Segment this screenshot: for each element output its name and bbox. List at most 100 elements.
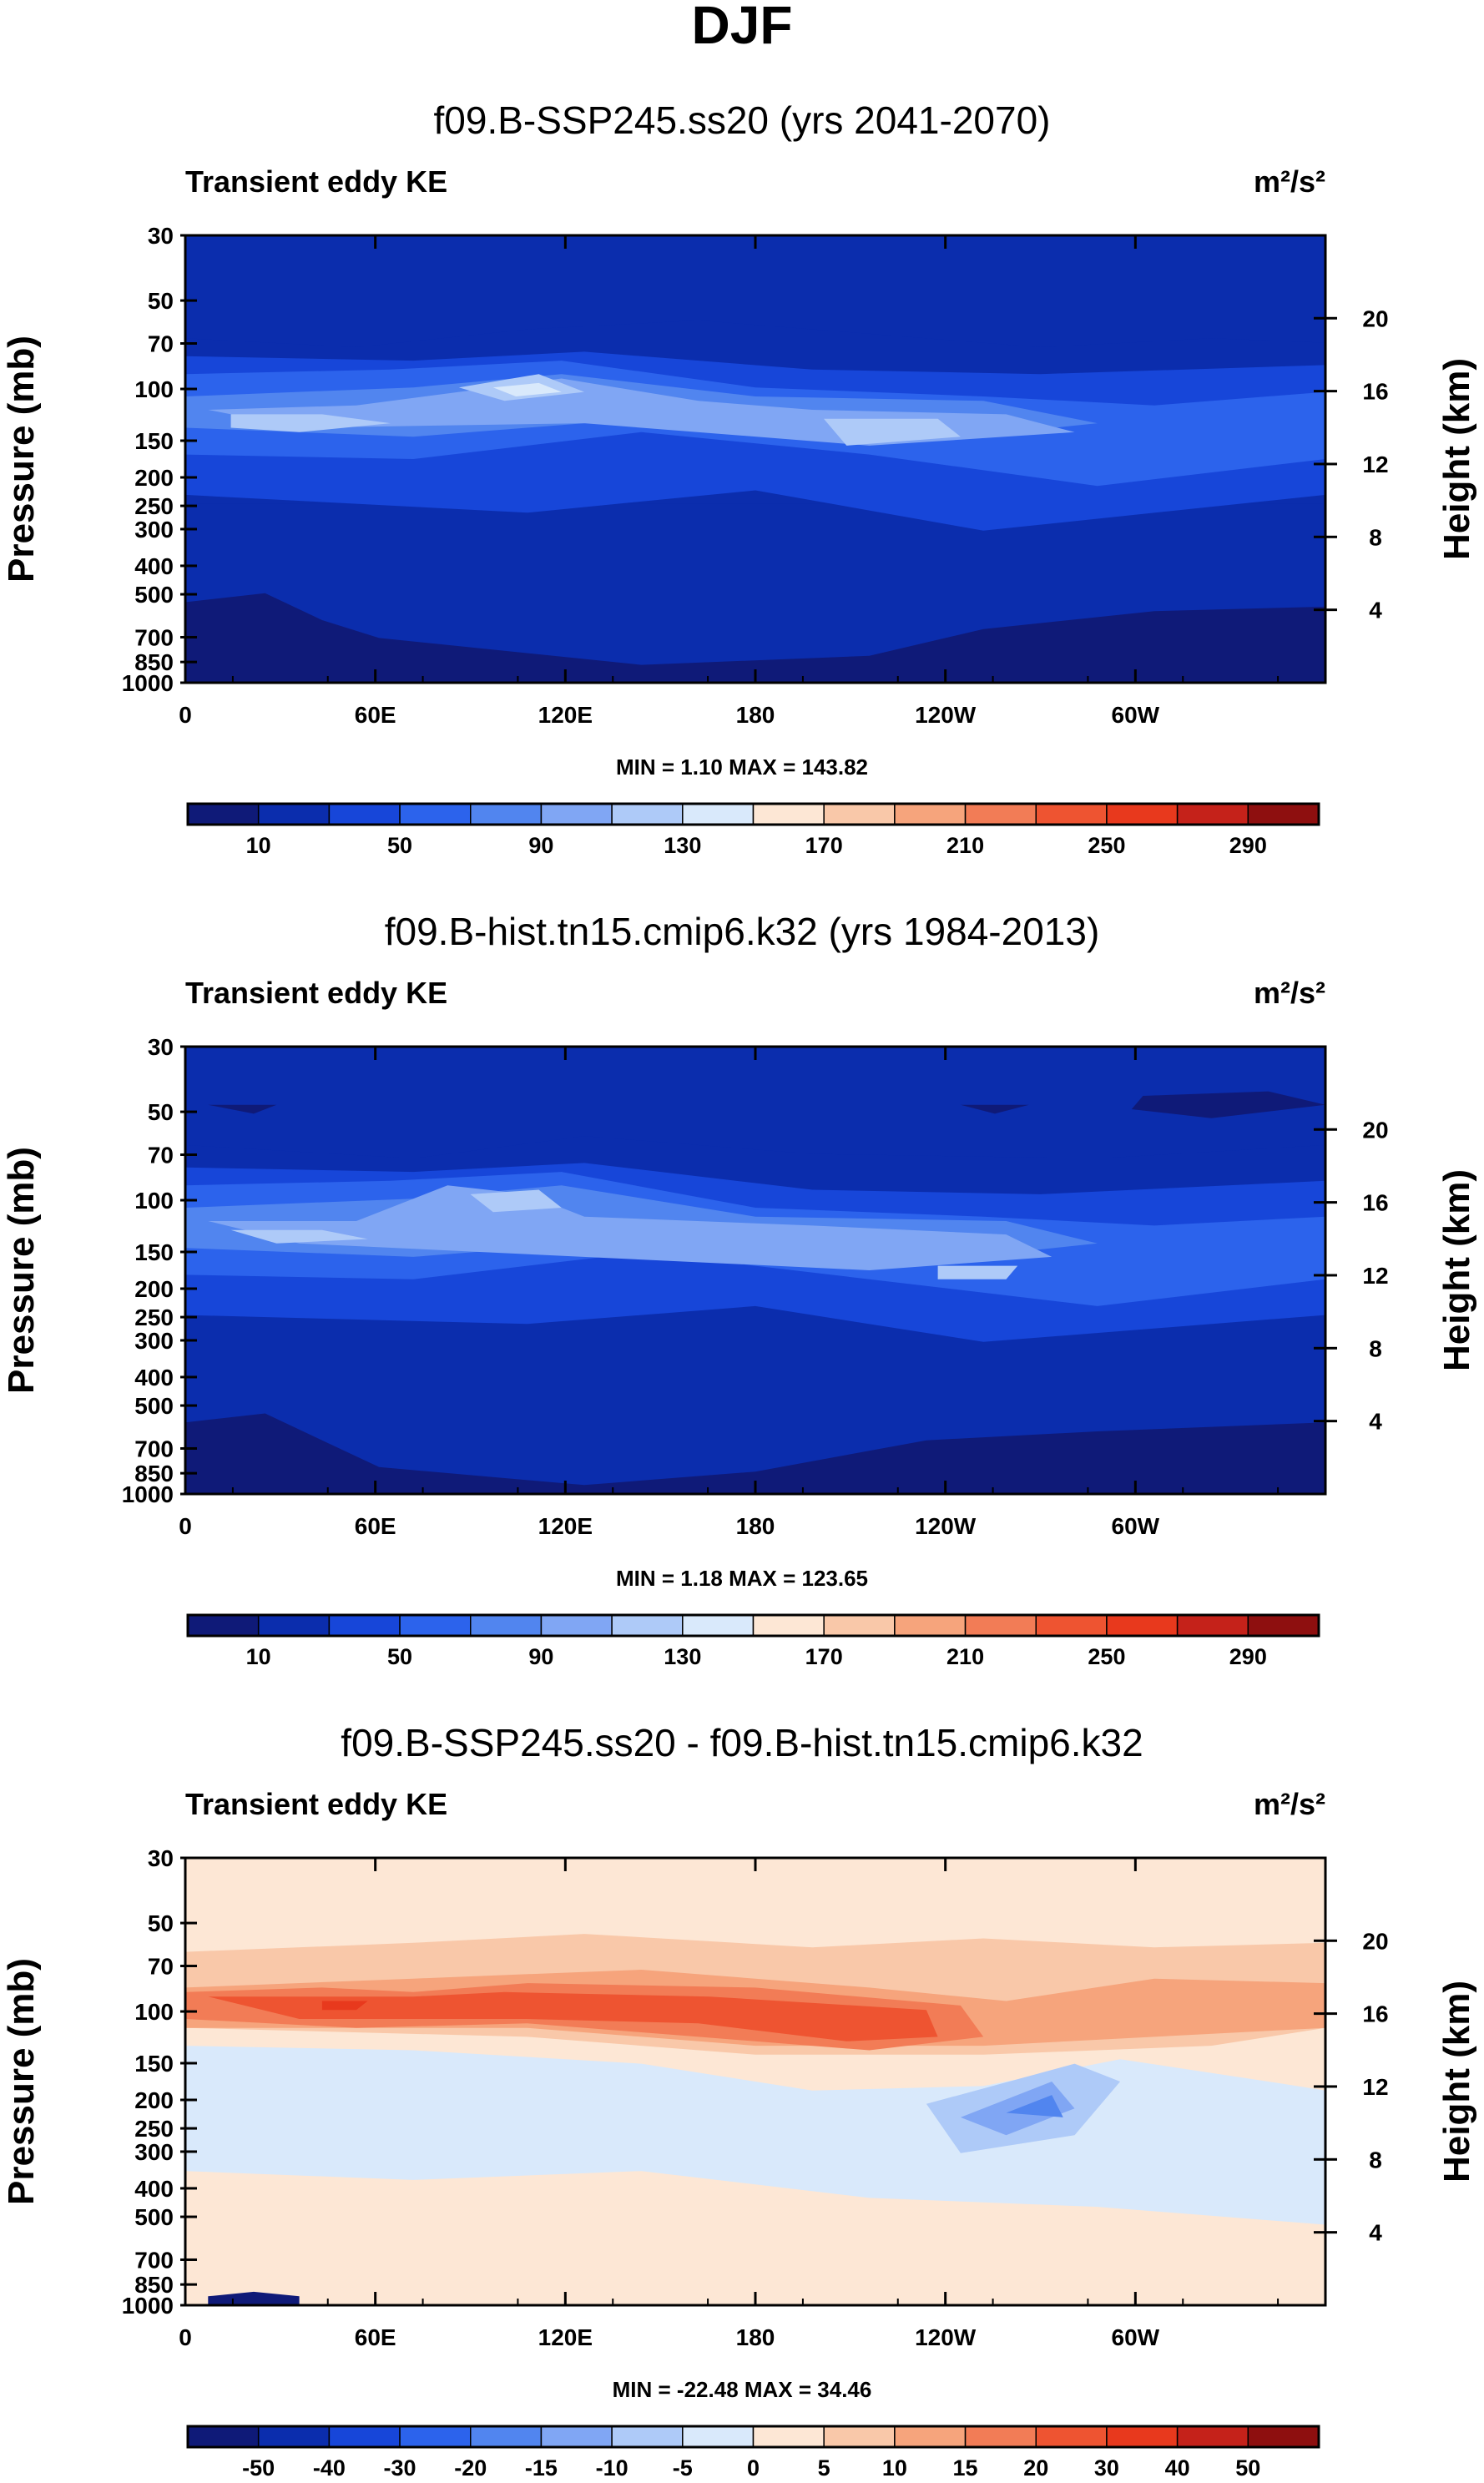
colorbar-swatch (187, 803, 260, 825)
colorbar-swatch (470, 803, 543, 825)
y-axis-title: Pressure (mb) (1, 1958, 42, 2205)
pressure-tick-label: 250 (134, 493, 174, 519)
colorbar-label: 290 (1229, 833, 1267, 858)
y-axis-title: Pressure (mb) (1, 1147, 42, 1394)
colorbar-frame (186, 802, 1320, 826)
pressure-tick-label: 100 (134, 1188, 174, 1214)
min-max-stats: MIN = 1.10 MAX = 143.82 (616, 754, 868, 780)
colorbar-swatch (682, 2425, 755, 2448)
colorbar-swatch (894, 803, 967, 825)
colorbar-swatch (399, 803, 472, 825)
colorbar-swatch (752, 1614, 825, 1637)
contour-region (1006, 2095, 1063, 2117)
longitude-tick-label: 60W (1112, 2324, 1160, 2350)
height-tick-label: 16 (1362, 379, 1388, 405)
longitude-tick-label: 60E (355, 1513, 396, 1539)
colorbar-swatch (1247, 1614, 1320, 1637)
colorbar-label: -30 (384, 2455, 416, 2480)
height-tick-label: 12 (1362, 2074, 1388, 2100)
chart-panel-3: f09.B-SSP245.ss20 - f09.B-hist.tn15.cmip… (1, 1721, 1477, 2480)
colorbar-swatch (1106, 803, 1179, 825)
colorbar-label: 130 (664, 1644, 701, 1669)
colorbar-swatch (682, 803, 755, 825)
longitude-tick-label: 60E (355, 702, 396, 728)
colorbar-swatch (611, 803, 684, 825)
panel-variable-label: Transient eddy KE (185, 1787, 447, 1821)
colorbar-swatch (470, 1614, 543, 1637)
panel-title: f09.B-hist.tn15.cmip6.k32 (yrs 1984-2013… (385, 910, 1100, 953)
colorbar-swatch (1176, 2425, 1249, 2448)
height-tick-label: 20 (1362, 1117, 1388, 1143)
pressure-tick-label: 1000 (122, 670, 174, 696)
min-max-stats: MIN = -22.48 MAX = 34.46 (613, 2377, 872, 2402)
pressure-tick-label: 850 (134, 649, 174, 675)
colorbar-swatch (257, 2425, 331, 2448)
pressure-tick-label: 500 (134, 2204, 174, 2230)
colorbar-swatch (611, 1614, 684, 1637)
colorbar-label: 250 (1088, 833, 1125, 858)
colorbar-swatch (611, 2425, 684, 2448)
panel-variable-label: Transient eddy KE (185, 976, 447, 1010)
colorbar-swatch (1035, 1614, 1108, 1637)
height-tick-label: 12 (1362, 452, 1388, 477)
colorbar-frame (186, 1613, 1320, 1638)
pressure-tick-label: 700 (134, 2247, 174, 2273)
contour-region (937, 1265, 1018, 1279)
longitude-tick-label: 120E (538, 2324, 593, 2350)
colorbar-swatch (1176, 1614, 1249, 1637)
colorbar-swatch (540, 2425, 613, 2448)
height-tick-label: 8 (1369, 524, 1382, 550)
colorbar-label: 170 (805, 833, 843, 858)
colorbar-swatch (1035, 2425, 1108, 2448)
longitude-tick-label: 120W (915, 2324, 977, 2350)
colorbar-label: 130 (664, 833, 701, 858)
colorbar-label: 20 (1023, 2455, 1048, 2480)
colorbar-swatch (823, 803, 896, 825)
pressure-tick-label: 850 (134, 1461, 174, 1486)
pressure-tick-label: 30 (148, 223, 174, 249)
height-tick-label: 16 (1362, 2001, 1388, 2027)
colorbar-label: 50 (387, 833, 412, 858)
pressure-tick-label: 70 (148, 1954, 174, 1980)
panel-title: f09.B-SSP245.ss20 - f09.B-hist.tn15.cmip… (341, 1721, 1143, 1764)
colorbar-label: 210 (946, 833, 984, 858)
colorbar-swatch (399, 2425, 472, 2448)
longitude-tick-label: 120W (915, 702, 977, 728)
pressure-tick-label: 200 (134, 2087, 174, 2113)
contour-region (208, 1104, 277, 1114)
longitude-tick-label: 0 (179, 702, 192, 728)
colorbar-swatch (1106, 2425, 1179, 2448)
pressure-tick-label: 850 (134, 2272, 174, 2298)
colorbar-label: 10 (246, 1644, 271, 1669)
colorbar-swatch (470, 2425, 543, 2448)
pressure-tick-label: 300 (134, 1328, 174, 1354)
height-tick-label: 4 (1369, 1409, 1382, 1435)
colorbar-swatch (187, 2425, 260, 2448)
panel-units-label: m²/s² (1254, 1787, 1325, 1821)
colorbar-swatch (328, 803, 401, 825)
pressure-tick-label: 1000 (122, 1481, 174, 1507)
colorbar-label: 0 (747, 2455, 760, 2480)
colorbar-swatch (1106, 1614, 1179, 1637)
colorbar-label: 50 (387, 1644, 412, 1669)
height-tick-label: 4 (1369, 2220, 1382, 2246)
height-tick-label: 12 (1362, 1263, 1388, 1289)
colorbar-swatch (752, 2425, 825, 2448)
colorbar-label: 90 (528, 1644, 553, 1669)
colorbar-label: -5 (673, 2455, 693, 2480)
colorbar-swatch (823, 1614, 896, 1637)
contour-region (1245, 1987, 1325, 2019)
colorbar-label: 40 (1165, 2455, 1190, 2480)
colorbar-label: -40 (313, 2455, 346, 2480)
height-tick-label: 20 (1362, 1928, 1388, 1954)
colorbar-label: 250 (1088, 1644, 1125, 1669)
height-tick-label: 4 (1369, 598, 1382, 623)
height-tick-label: 20 (1362, 305, 1388, 331)
longitude-tick-label: 120E (538, 1513, 593, 1539)
figure-title: DJF (692, 0, 793, 55)
colorbar-label: 10 (882, 2455, 907, 2480)
chart-panel-2: f09.B-hist.tn15.cmip6.k32 (yrs 1984-2013… (1, 910, 1477, 1669)
colorbar-swatch (540, 1614, 613, 1637)
colorbar-label: 50 (1235, 2455, 1260, 2480)
